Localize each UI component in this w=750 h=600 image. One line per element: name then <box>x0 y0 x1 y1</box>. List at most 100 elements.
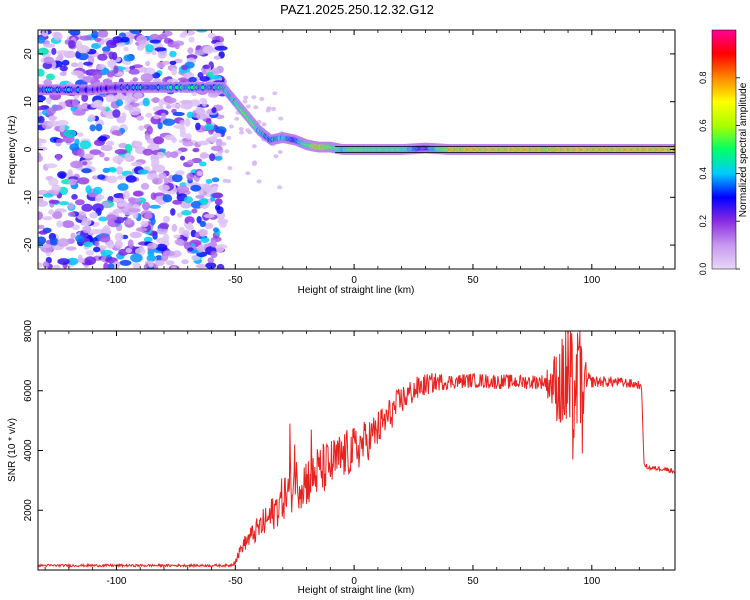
spectrogram-noise-blob <box>38 230 48 235</box>
colorbar-tick-label: 0.4 <box>698 167 708 180</box>
spectrogram-noise-blob <box>68 40 76 49</box>
spectrogram-noise-blob <box>277 150 283 154</box>
spectrogram-noise-blob <box>79 35 92 41</box>
spectrogram-noise-blob <box>148 260 154 268</box>
spectrogram-noise-blob <box>171 223 178 232</box>
spectrogram-noise-blob <box>122 190 130 200</box>
spectrogram-noise-blob <box>210 251 218 258</box>
spectrogram-noise-blob <box>128 68 140 75</box>
spectrogram-noise-blob <box>162 194 173 203</box>
spectrogram-noise-blob <box>85 250 95 256</box>
spectrogram-noise-blob <box>157 200 165 206</box>
spectrogram-noise-blob <box>101 249 113 256</box>
spectrogram-noise-blob <box>165 97 177 104</box>
spectrogram-noise-blob <box>221 141 227 146</box>
spectrogram-noise-blob <box>117 202 127 208</box>
spectrogram-noise-blob <box>176 185 190 194</box>
spectrogram-noise-blob <box>112 198 125 203</box>
spectrogram-noise-blob <box>158 172 167 180</box>
spectrogram-noise-blob <box>59 71 67 77</box>
spectrogram-noise-blob <box>116 42 127 47</box>
spectrogram-noise-blob <box>69 143 80 152</box>
spectrogram-noise-blob <box>197 140 209 146</box>
spectrogram-noise-blob <box>273 154 279 159</box>
spectrogram-noise-blob <box>171 173 183 183</box>
spectrogram-noise-blob <box>102 46 111 53</box>
spectrogram-noise-blob <box>97 30 109 38</box>
spectrogram-noise-blob <box>130 161 143 167</box>
spectrogram-noise-blob <box>72 98 79 108</box>
spectrogram-noise-blob <box>114 148 128 155</box>
spectrogram-noise-blob <box>115 99 124 107</box>
spectrogram-y-tick-label: 20 <box>23 48 34 60</box>
spectrogram-noise-blob <box>146 254 157 262</box>
spectrogram-noise-blob <box>208 135 218 142</box>
spectrogram-noise-blob <box>211 192 224 199</box>
spectrogram-noise-blob <box>116 175 125 180</box>
spectrogram-noise-blob <box>172 250 182 258</box>
spectrogram-noise-blob <box>83 241 93 248</box>
spectrogram-noise-blob <box>155 243 168 251</box>
spectrogram-noise-blob <box>242 99 248 104</box>
spectrogram-noise-blob <box>38 236 47 245</box>
spectrogram-noise-blob <box>210 145 223 152</box>
spectrogram-noise-blob <box>114 208 122 214</box>
spectrogram-noise-blob <box>196 216 202 224</box>
spectrogram-noise-blob <box>162 215 171 223</box>
spectrogram-noise-blob <box>253 105 259 110</box>
spectrogram-noise-blob <box>84 256 96 266</box>
spectrogram-noise-blob <box>251 144 257 149</box>
spectrogram-noise-blob <box>38 153 42 162</box>
spectrogram-noise-blob <box>190 184 202 192</box>
spectrogram-noise-blob <box>48 177 59 187</box>
spectrogram-noise-blob <box>70 70 84 76</box>
spectrogram-noise-blob <box>70 232 76 239</box>
spectrogram-noise-blob <box>199 204 209 210</box>
spectrogram-noise-blob <box>211 177 220 183</box>
spectrogram-noise-blob <box>75 234 85 243</box>
spectrogram-noise-blob <box>100 144 113 152</box>
spectrogram-noise-blob <box>189 100 201 107</box>
spectrogram-noise-blob <box>121 112 127 121</box>
spectrogram-noise-blob <box>112 155 124 164</box>
spectrogram-noise-blob <box>169 60 177 65</box>
spectrogram-noise-blob <box>195 106 203 115</box>
colorbar: 0.0 0.2 0.4 0.6 0.8 Normalized spectral ampl… <box>698 29 749 275</box>
spectrogram-noise-blob <box>199 161 207 167</box>
spectrogram-noise-blob <box>205 118 212 125</box>
spectrogram-noise-blob <box>145 112 153 118</box>
spectrogram-noise-blob <box>130 253 143 263</box>
spectrogram-noise-blob <box>196 30 208 33</box>
spectrogram-noise-blob <box>81 161 88 166</box>
spectrogram-noise-blob <box>117 183 129 191</box>
spectrogram-noise-blob <box>203 213 215 219</box>
spectrogram-noise-blob <box>124 104 134 111</box>
spectrogram-noise-blob <box>111 129 122 136</box>
spectrogram-noise-blob <box>97 174 106 180</box>
spectrogram-noise-blob <box>48 209 55 215</box>
spectrogram-noise-blob <box>106 242 115 249</box>
spectrogram-noise-blob <box>154 259 165 266</box>
spectrogram-noise-blob <box>59 124 65 132</box>
spectrogram-noise-blob <box>146 242 159 249</box>
spectrogram-noise-blob <box>278 116 284 121</box>
spectrogram-noise-blob <box>93 246 101 253</box>
spectrogram-noise-blob <box>102 225 111 234</box>
spectrogram-noise-blob <box>239 130 245 135</box>
spectrogram-noise-blob <box>216 138 223 148</box>
spectrogram-noise-blob <box>75 199 85 206</box>
snr-x-tick-label: 100 <box>583 576 600 587</box>
spectrogram-noise-blob <box>77 148 85 158</box>
spectrogram-noise-blob <box>247 130 253 135</box>
spectrogram-noise-blob <box>186 172 194 181</box>
spectrogram-noise-blob <box>245 171 251 176</box>
spectrogram-noise-blob <box>146 125 153 135</box>
spectrogram-noise-blob <box>202 185 212 192</box>
spectrogram-noise-blob <box>153 136 165 145</box>
spectrogram-noise-blob <box>106 39 118 49</box>
spectrogram-noise-blob <box>215 126 227 135</box>
spectrogram-noise-blob <box>136 35 148 44</box>
spectrogram-noise-blob <box>143 236 153 243</box>
spectrogram-noise-blob <box>49 237 59 246</box>
